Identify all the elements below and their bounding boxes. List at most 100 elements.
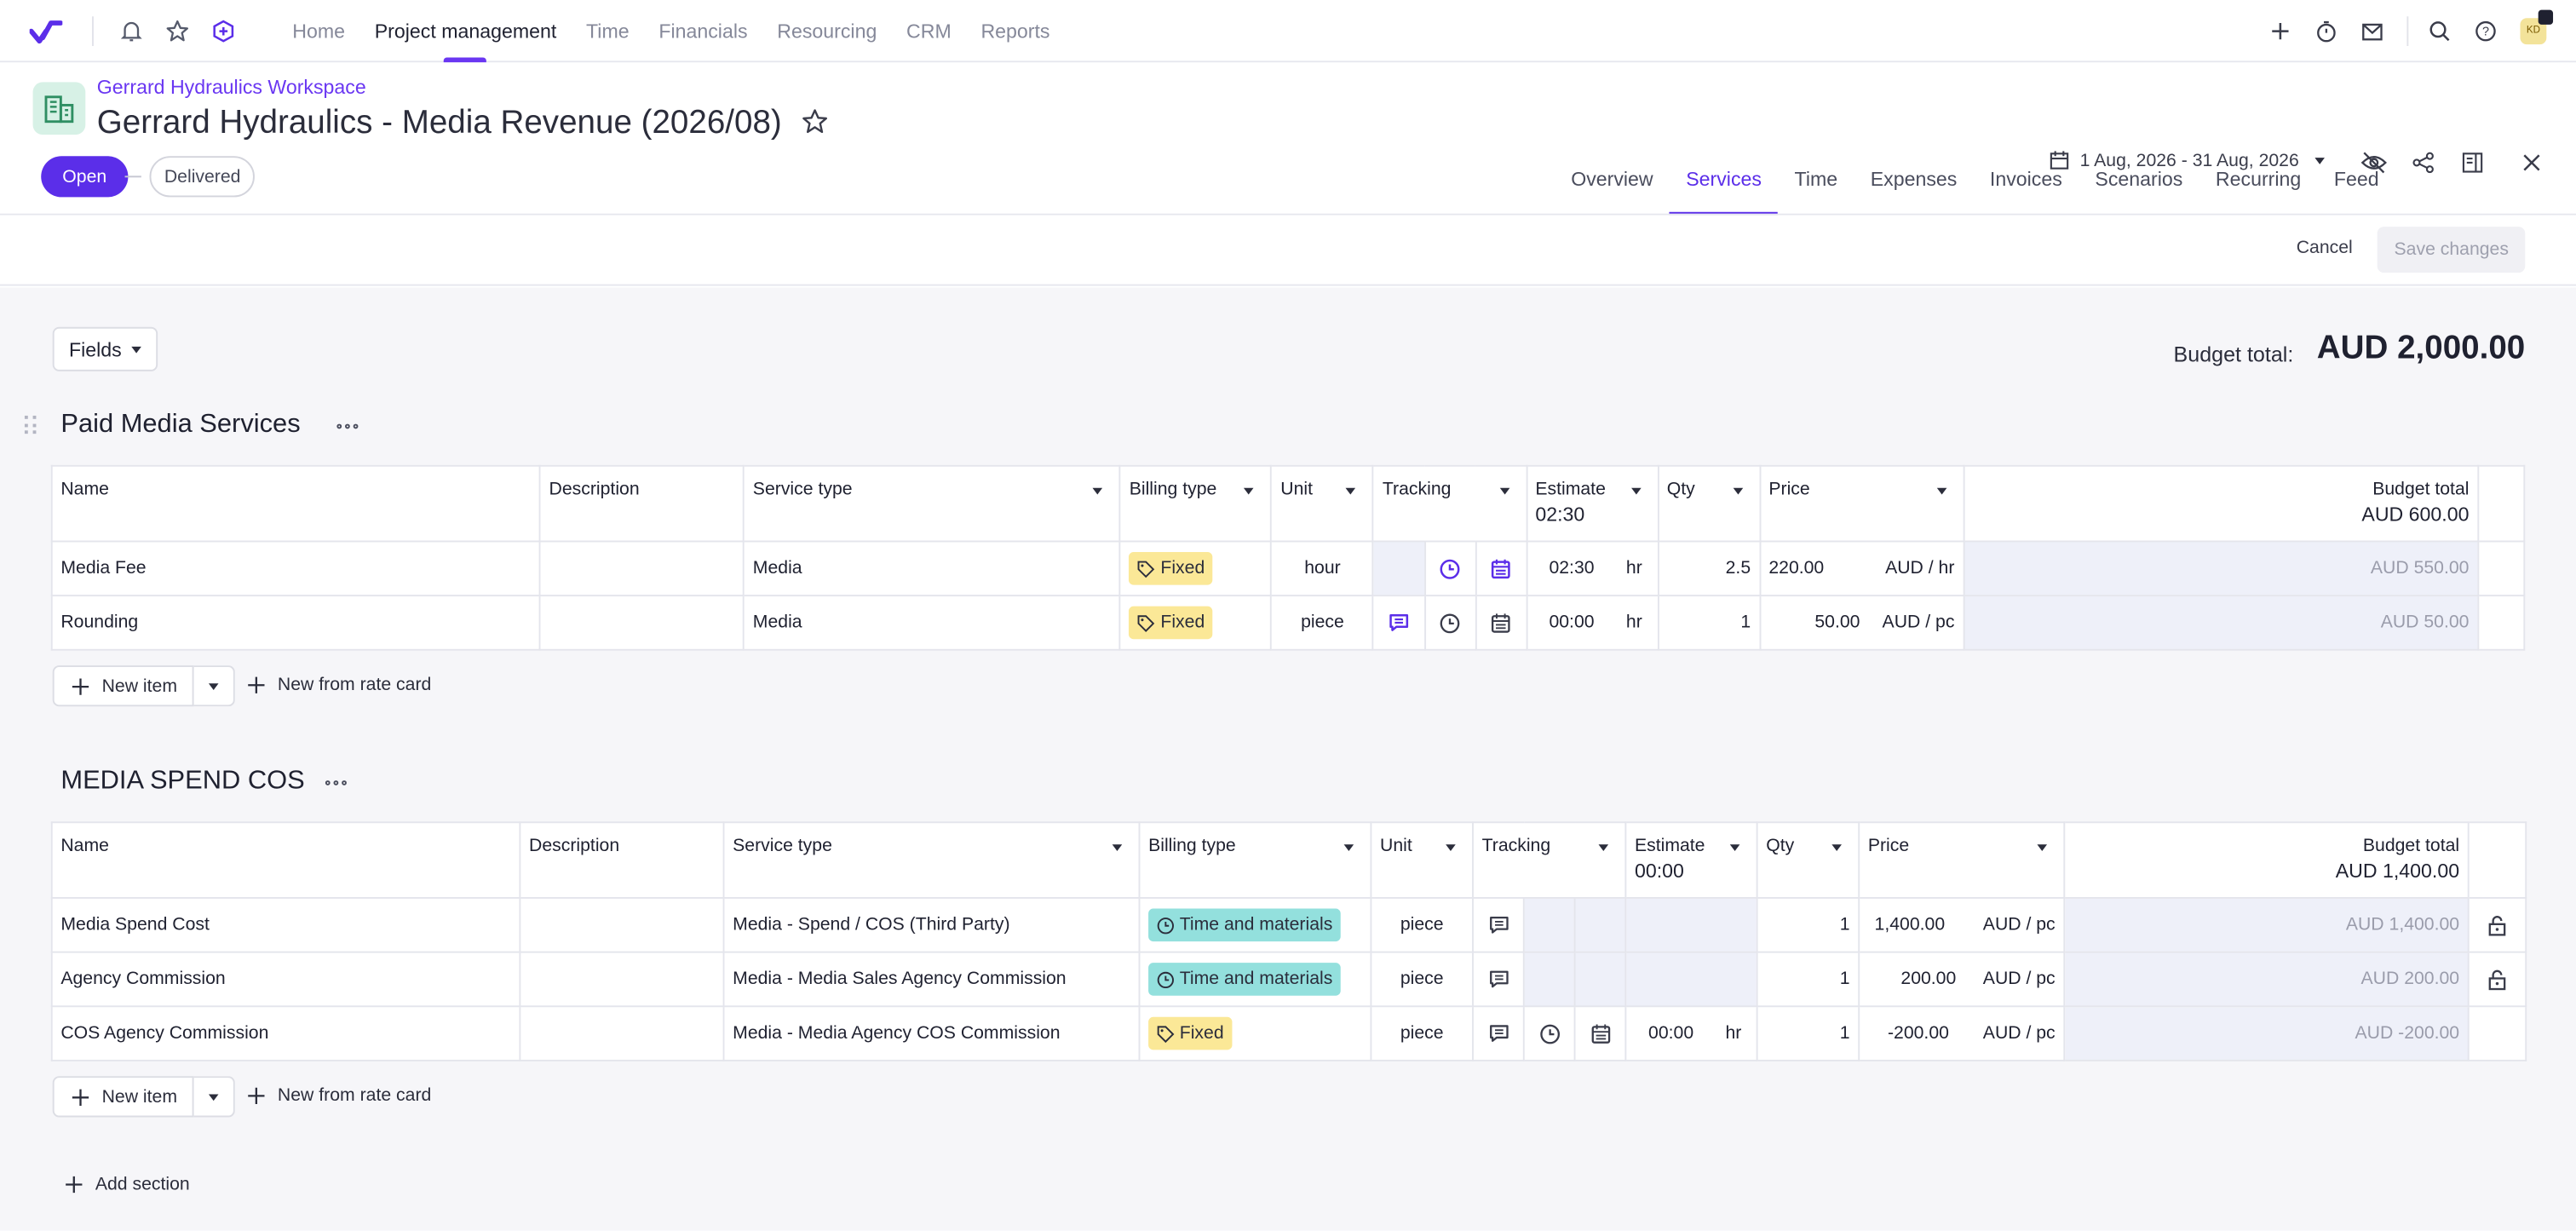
save-changes-button[interactable]: Save changes <box>2378 227 2526 273</box>
tracking-schedule[interactable] <box>1573 1005 1627 1061</box>
col-tracking[interactable]: Tracking <box>1372 464 1527 543</box>
tab-invoices[interactable]: Invoices <box>1989 167 2062 191</box>
new-from-rate-card-button[interactable]: New from rate card <box>246 676 431 695</box>
cell-qty[interactable]: 1 <box>1756 897 1860 953</box>
col-unit[interactable]: Unit <box>1270 464 1375 543</box>
panel-icon[interactable] <box>2458 148 2487 178</box>
cell-billing-type[interactable]: Fixed <box>1138 1005 1372 1061</box>
cell-qty[interactable]: 1 <box>1657 595 1761 651</box>
new-from-rate-card-button[interactable]: New from rate card <box>246 1086 431 1106</box>
cell-unit[interactable]: piece <box>1370 951 1474 1008</box>
new-item-dropdown[interactable] <box>193 1076 235 1118</box>
tracking-notes[interactable] <box>1472 1005 1525 1061</box>
cell-service-type[interactable]: Media - Media Sales Agency Commission <box>722 951 1141 1008</box>
new-item-dropdown[interactable] <box>193 665 235 707</box>
help-icon[interactable]: ? <box>2471 16 2501 46</box>
nav-financials[interactable]: Financials <box>658 19 748 43</box>
table-row[interactable]: Media Fee Media Fixed hour 02:30 hr 2.5 2… <box>50 540 2526 597</box>
nav-reports[interactable]: Reports <box>980 19 1050 43</box>
tab-services[interactable]: Services <box>1669 151 1779 216</box>
cell-name[interactable]: Agency Commission <box>50 951 521 1008</box>
col-estimate[interactable]: Estimate 00:00 <box>1624 821 1758 899</box>
tab-feed[interactable]: Feed <box>2333 167 2379 191</box>
table-row[interactable]: Media Spend Cost Media - Spend / COS (Th… <box>50 897 2527 953</box>
stopwatch-icon[interactable] <box>2312 16 2342 46</box>
eye-off-icon[interactable] <box>2359 148 2389 178</box>
status-delivered-button[interactable]: Delivered <box>149 156 256 198</box>
table-row[interactable]: Agency Commission Media - Media Sales Ag… <box>50 951 2527 1008</box>
nav-crm[interactable]: CRM <box>906 19 952 43</box>
cell-description[interactable] <box>519 897 725 953</box>
bell-icon[interactable] <box>117 15 147 45</box>
tracking-schedule[interactable] <box>1474 595 1527 651</box>
col-budget-total[interactable]: Budget total AUD 1,400.00 <box>2063 821 2470 899</box>
search-icon[interactable] <box>2425 16 2455 46</box>
cell-name[interactable]: Media Fee <box>50 540 541 597</box>
date-range-picker[interactable]: 1 Aug, 2026 - 31 Aug, 2026 <box>2049 150 2326 171</box>
section-title[interactable]: MEDIA SPEND COS <box>60 767 305 796</box>
cell-price[interactable]: 1,400.00 AUD / pc <box>1858 897 2066 953</box>
table-row[interactable]: Rounding Media Fixed piece 00:00 hr 1 50.… <box>50 595 2526 651</box>
cell-service-type[interactable]: Media <box>743 540 1122 597</box>
plus-icon[interactable] <box>2266 16 2296 46</box>
avatar[interactable]: KD <box>2520 9 2554 45</box>
cell-description[interactable] <box>538 540 745 597</box>
col-billing-type[interactable]: Billing type <box>1119 464 1273 543</box>
ai-hexagon-icon[interactable] <box>209 15 239 45</box>
add-section-button[interactable]: Add section <box>64 1175 190 1194</box>
cell-price[interactable]: -200.00 AUD / pc <box>1858 1005 2066 1061</box>
star-icon[interactable] <box>163 15 193 45</box>
col-description[interactable]: Description <box>538 464 745 543</box>
section-title[interactable]: Paid Media Services <box>60 411 301 439</box>
col-tracking[interactable]: Tracking <box>1472 821 1627 899</box>
new-item-button[interactable]: New item <box>52 665 194 707</box>
col-billing-type[interactable]: Billing type <box>1138 821 1372 899</box>
tracking-time[interactable] <box>1423 595 1476 651</box>
cell-unit[interactable]: piece <box>1370 897 1474 953</box>
col-name[interactable]: Name <box>50 464 541 543</box>
table-row[interactable]: COS Agency Commission Media - Media Agen… <box>50 1005 2527 1061</box>
col-qty[interactable]: Qty <box>1657 464 1761 543</box>
col-estimate[interactable]: Estimate 02:30 <box>1525 464 1659 543</box>
share-icon[interactable] <box>2408 148 2438 178</box>
app-logo-icon[interactable] <box>29 14 63 47</box>
cell-qty[interactable]: 1 <box>1756 951 1860 1008</box>
more-options-icon[interactable] <box>336 423 359 429</box>
favorite-star-icon[interactable] <box>802 108 828 143</box>
cancel-button[interactable]: Cancel <box>2296 238 2353 258</box>
cell-estimate[interactable]: 02:30 hr <box>1525 540 1659 597</box>
cell-description[interactable] <box>519 951 725 1008</box>
cell-billing-type[interactable]: Fixed <box>1119 595 1273 651</box>
inbox-icon[interactable] <box>2358 16 2388 46</box>
tracking-notes[interactable] <box>1472 951 1525 1008</box>
unlock-icon[interactable] <box>2467 951 2527 1008</box>
cell-name[interactable]: Media Spend Cost <box>50 897 521 953</box>
tracking-notes[interactable] <box>1372 595 1426 651</box>
cell-estimate[interactable]: 00:00 hr <box>1624 1005 1758 1061</box>
cell-billing-type[interactable]: Time and materials <box>1138 951 1372 1008</box>
cell-unit[interactable]: hour <box>1270 540 1375 597</box>
cell-price[interactable]: 220.00 AUD / hr <box>1758 540 1965 597</box>
tab-time[interactable]: Time <box>1794 167 1838 191</box>
cell-qty[interactable]: 1 <box>1756 1005 1860 1061</box>
workspace-link[interactable]: Gerrard Hydraulics Workspace <box>96 75 366 99</box>
tab-expenses[interactable]: Expenses <box>1870 167 1958 191</box>
cell-estimate[interactable]: 00:00 hr <box>1525 595 1659 651</box>
col-price[interactable]: Price <box>1858 821 2066 899</box>
cell-unit[interactable]: piece <box>1270 595 1375 651</box>
fields-dropdown-button[interactable]: Fields <box>52 326 158 371</box>
tracking-time[interactable] <box>1522 1005 1576 1061</box>
tab-overview[interactable]: Overview <box>1571 167 1653 191</box>
col-qty[interactable]: Qty <box>1756 821 1860 899</box>
nav-time[interactable]: Time <box>586 19 630 43</box>
cell-name[interactable]: COS Agency Commission <box>50 1005 521 1061</box>
new-item-button[interactable]: New item <box>52 1076 194 1118</box>
col-budget-total[interactable]: Budget total AUD 600.00 <box>1963 464 2480 543</box>
cell-service-type[interactable]: Media - Spend / COS (Third Party) <box>722 897 1141 953</box>
tracking-time[interactable] <box>1423 540 1476 597</box>
unlock-icon[interactable] <box>2467 897 2527 953</box>
cell-price[interactable]: 50.00 AUD / pc <box>1758 595 1965 651</box>
cell-qty[interactable]: 2.5 <box>1657 540 1761 597</box>
nav-project-management[interactable]: Project management <box>359 0 571 61</box>
cell-price[interactable]: 200.00 AUD / pc <box>1858 951 2066 1008</box>
